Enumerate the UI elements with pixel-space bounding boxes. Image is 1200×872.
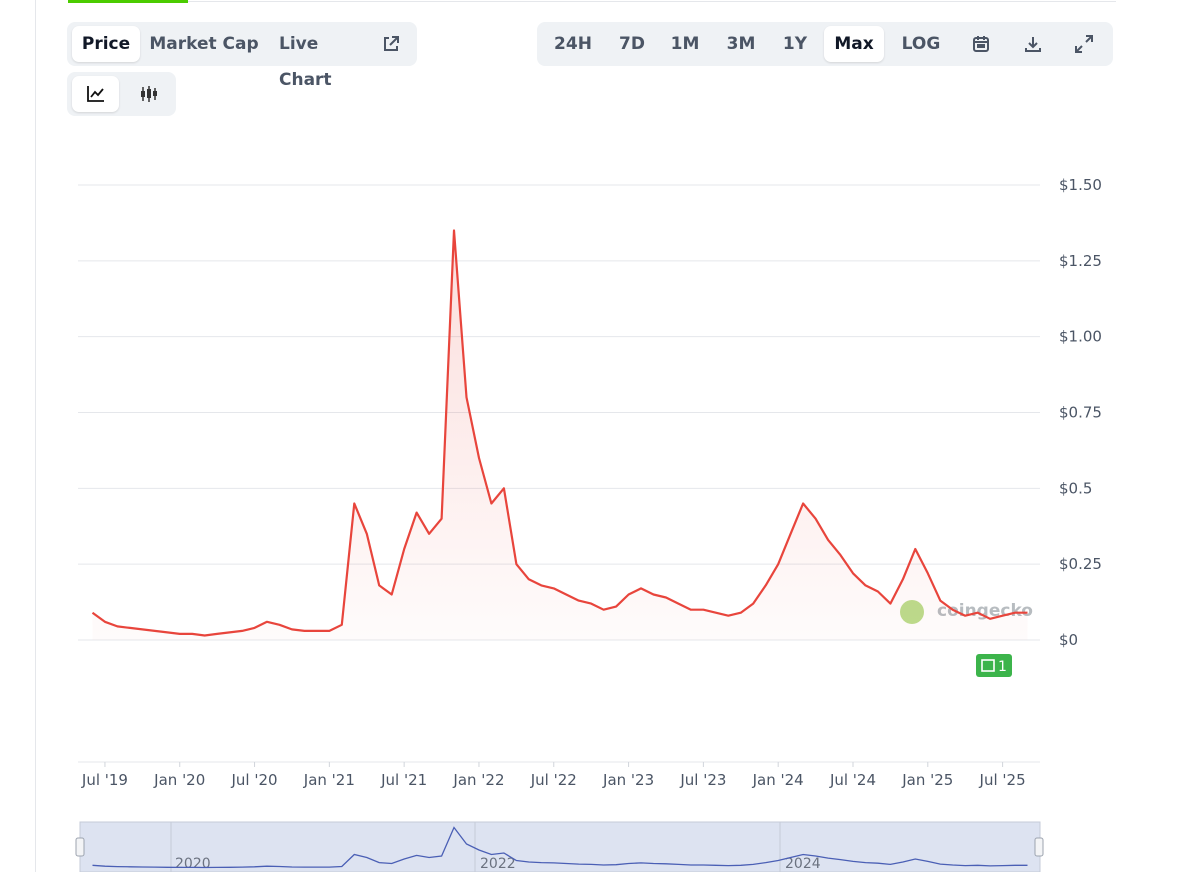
x-tick-label: Jan '25 — [901, 771, 953, 789]
divider — [188, 1, 1116, 2]
y-tick-label: $1.00 — [1059, 328, 1102, 346]
navigator-line — [92, 826, 1028, 869]
range-button[interactable]: Max — [824, 26, 884, 62]
x-tick-label: Jan '24 — [752, 771, 804, 789]
fullscreen-button[interactable] — [1074, 34, 1094, 54]
y-tick-label: $0.5 — [1059, 479, 1092, 497]
candle-icon — [140, 86, 157, 102]
y-tick-label: $0.75 — [1059, 404, 1102, 422]
download-button[interactable] — [1023, 34, 1043, 54]
navigator-label: 2024 — [785, 856, 821, 872]
x-tick-label: Jul '21 — [380, 771, 427, 789]
y-tick-label: $1.50 — [1059, 176, 1102, 194]
active-tab-bar — [68, 0, 188, 3]
navigator-label: 2020 — [175, 856, 211, 872]
external-link-icon — [384, 36, 399, 51]
range-button[interactable]: 3M — [726, 34, 756, 54]
range-button[interactable]: 7D — [619, 34, 645, 54]
tab-market-cap[interactable]: Market Cap — [149, 34, 259, 54]
x-tick-label: Jul '23 — [679, 771, 726, 789]
candle-chart-button[interactable] — [125, 76, 172, 112]
log-button[interactable]: LOG — [901, 34, 941, 54]
x-tick-label: Jul '22 — [530, 771, 577, 789]
range-button[interactable]: 24H — [554, 34, 592, 54]
tab-live-chart[interactable]: Live Chart — [279, 34, 332, 90]
line-chart-button[interactable] — [72, 76, 119, 112]
news-icon — [981, 659, 995, 672]
y-tick-label: $1.25 — [1059, 252, 1102, 270]
x-tick-label: Jul '20 — [231, 771, 278, 789]
x-tick-label: Jul '24 — [829, 771, 876, 789]
chart-type-toggle — [67, 72, 176, 116]
x-tick-label: Jul '25 — [979, 771, 1026, 789]
news-count: 1 — [998, 659, 1007, 675]
navigator-handle[interactable] — [1034, 837, 1044, 857]
range-button[interactable]: 1M — [670, 34, 700, 54]
navigator-label: 2022 — [480, 856, 516, 872]
x-tick-label: Jul '19 — [81, 771, 128, 789]
price-area — [92, 230, 1028, 640]
x-tick-label: Jan '20 — [153, 771, 205, 789]
x-tick-label: Jan '22 — [452, 771, 504, 789]
calendar-button[interactable] — [971, 34, 991, 54]
navigator-handle[interactable] — [75, 837, 85, 857]
view-tabs: Price Market Cap Live Chart — [67, 22, 417, 90]
price-line — [91, 229, 1028, 637]
tab-price[interactable]: Price — [72, 26, 140, 62]
y-tick-label: $0 — [1059, 631, 1078, 649]
x-tick-label: Jan '21 — [303, 771, 355, 789]
range-selector: 24H 7D 1M 3M 1Y Max LOG — [537, 22, 1113, 66]
range-button[interactable]: 1Y — [782, 34, 808, 54]
divider — [35, 0, 36, 872]
navigator — [79, 821, 1041, 872]
line-icon — [86, 86, 104, 102]
x-tick-label: Jan '23 — [602, 771, 654, 789]
y-tick-label: $0.25 — [1059, 555, 1102, 573]
